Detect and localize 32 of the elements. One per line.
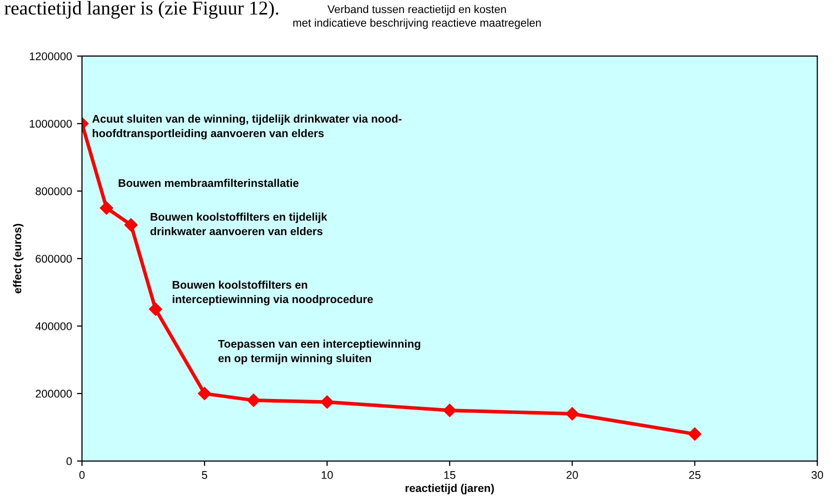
point — [198, 386, 212, 400]
y-tick-label: 1000000 — [30, 120, 72, 128]
x-tick-label: 0 — [79, 471, 85, 479]
x-tick-label: 5 — [202, 471, 208, 479]
y-axis-title: effect (euros) — [13, 224, 24, 294]
annotation: Bouwen koolstoffilters en interceptiewinning via noodprocedure — [172, 280, 373, 306]
annotation: Bouwen koolstoffilters en tijdelijk drinkwater aanvoeren van elders — [150, 212, 328, 236]
text: reactietijd langer is (zie Figuur 12). — [4, 1, 278, 19]
point — [124, 218, 138, 232]
x-tick-label: 30 — [812, 471, 824, 479]
point — [688, 427, 702, 441]
y-tick-label: 800000 — [36, 187, 72, 196]
point — [566, 407, 579, 420]
point — [320, 395, 334, 409]
y-tick-label: 200000 — [36, 390, 72, 398]
x-tick-label: 20 — [566, 471, 578, 479]
point — [443, 404, 456, 417]
point — [148, 302, 162, 316]
x-tick-label: 15 — [444, 471, 456, 479]
annotation: Toepassen van een interceptiewinning en op termijn winning sluiten — [218, 340, 420, 364]
y-tick-label: 400000 — [35, 322, 72, 330]
point — [246, 394, 260, 407]
y-tick-label: 1200000 — [30, 52, 72, 60]
chart-title: Verband tussen reactietijd en kosten met indicatieve beschrijving reactieve maatregelen — [293, 5, 541, 29]
annotation: Bouwen membraamfilterinstallatie — [118, 178, 299, 187]
annotation: Acuut sluiten van de winning, tijdelijk drinkwater via nood- hoofdtransportleiding aanvoeren van elders — [92, 114, 402, 140]
x-axis-title: reactietijd (jaren) — [406, 484, 494, 494]
y-tick-label: 0 — [66, 457, 72, 466]
y-tick-label: 600000 — [36, 254, 72, 263]
x-tick-label: 10 — [322, 471, 333, 479]
point — [100, 201, 114, 215]
x-tick-label: 25 — [689, 471, 700, 479]
